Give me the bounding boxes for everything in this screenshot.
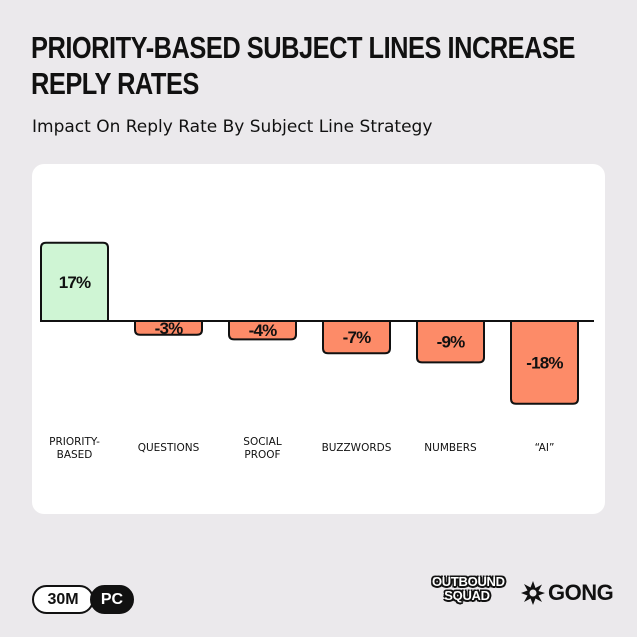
bar-value-label: -3%	[155, 319, 184, 338]
category-label: QUESTIONS	[138, 442, 200, 454]
outbound-squad-logo: OUTBOUND SQUAD	[432, 574, 505, 603]
bar	[322, 320, 391, 355]
bar-value-label: -7%	[343, 328, 372, 347]
bar	[416, 320, 485, 364]
bar	[510, 320, 579, 405]
bar	[228, 320, 297, 341]
bar	[40, 241, 109, 322]
badge-pc: PC	[90, 585, 134, 614]
badge-30m: 30M	[32, 585, 94, 614]
chart-card: 17% PRIORITY- BASED -3% QUESTIONS -4% SOCIAL PR…	[32, 164, 605, 514]
category-label: PRIORITY-	[49, 436, 100, 448]
bar-value-label: -18%	[526, 353, 563, 372]
footer-badges: 30M PC	[32, 585, 134, 614]
category-label: “AI”	[535, 442, 555, 454]
category-label: BASED	[57, 449, 93, 461]
gong-logo-text: GONG	[548, 580, 614, 605]
bar	[134, 320, 203, 336]
category-label: PROOF	[244, 449, 280, 461]
bar-value-label: -9%	[437, 333, 466, 352]
bar-group: -18% “AI”	[510, 320, 579, 454]
bar-group: -9% NUMBERS	[416, 320, 485, 454]
gong-logo: GONG	[520, 580, 614, 606]
category-label: SOCIAL	[243, 436, 282, 448]
page-title: PRIORITY-BASED SUBJECT LINES INCREASE RE…	[31, 30, 575, 101]
squad-logo-line1: OUTBOUND	[432, 574, 505, 589]
bar-value-label: 17%	[59, 273, 91, 292]
bar-group: 17% PRIORITY-BASED	[40, 241, 109, 461]
page-subtitle: Impact On Reply Rate By Subject Line Str…	[32, 117, 433, 137]
bar-value-label: -4%	[249, 321, 278, 340]
squad-logo-line2: SQUAD	[444, 588, 490, 603]
gong-burst-icon	[521, 581, 545, 605]
category-label: BUZZWORDS	[322, 442, 392, 454]
category-label: NUMBERS	[424, 442, 477, 454]
bar-group: -3% QUESTIONS	[134, 319, 203, 454]
bar-chart: 17% PRIORITY-BASED -3% QUESTIONS -4% SOCIALPR…	[40, 241, 594, 461]
bar-group: -7% BUZZWORDS	[322, 320, 392, 454]
